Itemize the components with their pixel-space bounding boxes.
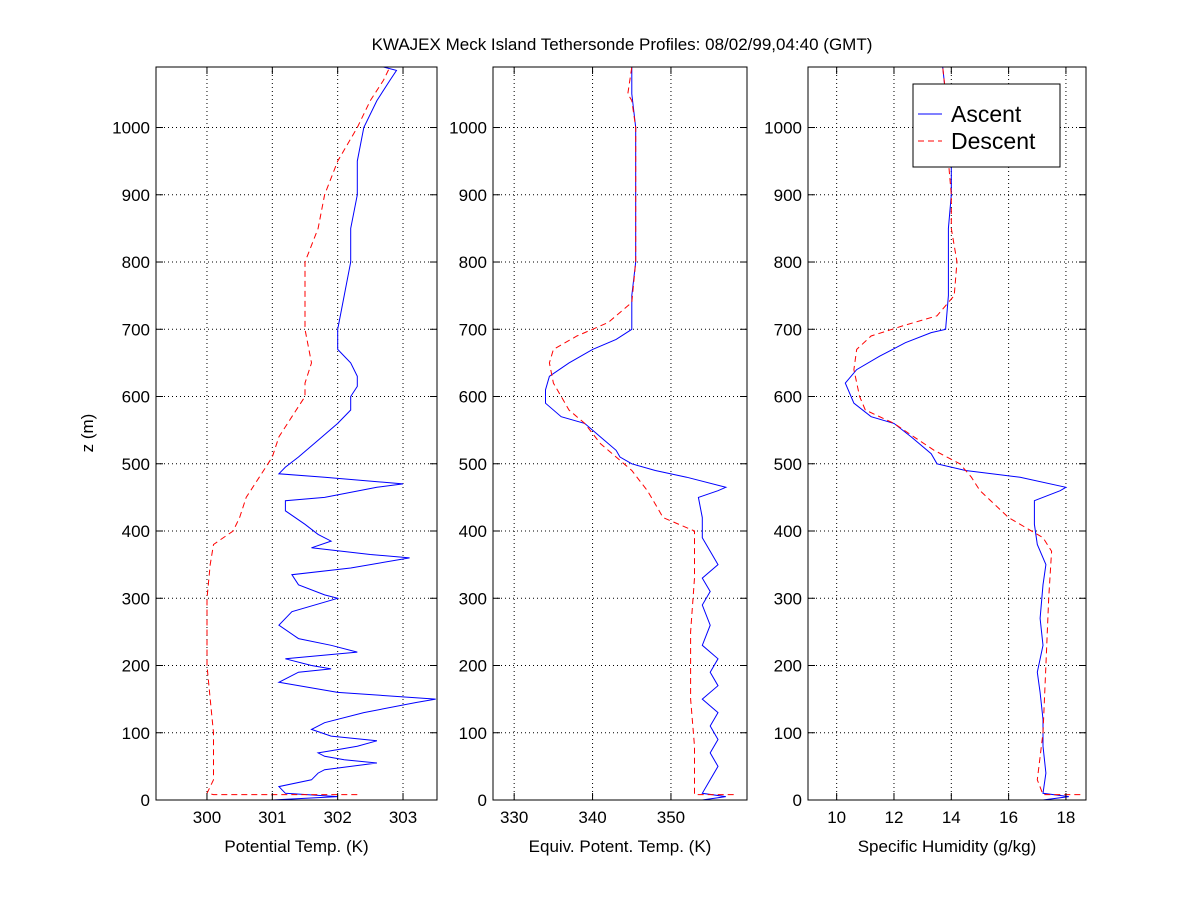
plot-area	[808, 67, 1086, 800]
panel-1: 300 301 302 303 0 100 200 300 400 500 600 700 800 900…	[112, 66, 438, 856]
y-tick-label: 1000	[449, 119, 487, 138]
panel-3: 10 12 14 16 18 0 100 200 300 400 500 600 700 800 900 10…	[764, 66, 1087, 856]
x-tick-label: 10	[827, 808, 846, 827]
y-tick-label: 600	[774, 388, 802, 407]
x-tick-label: 12	[885, 808, 904, 827]
plot-area	[156, 67, 437, 800]
x-tick-label: 350	[657, 808, 685, 827]
x-tick-label: 14	[942, 808, 961, 827]
y-tick-label: 700	[774, 320, 802, 339]
y-tick-label: 0	[141, 791, 150, 810]
x-tick-label: 18	[1056, 808, 1075, 827]
axes-frame	[492, 66, 748, 801]
series-ascent-line	[813, 66, 1069, 801]
legend-ascent-label: Ascent	[951, 101, 1022, 127]
y-tick-label: 100	[774, 724, 802, 743]
y-tick-label: 800	[774, 253, 802, 272]
y-tick-label: 400	[774, 522, 802, 541]
x-tick-label: 340	[578, 808, 606, 827]
x-tick-label: 303	[389, 808, 417, 827]
series-descent-line	[548, 66, 734, 796]
legend: Ascent Descent	[912, 83, 1061, 168]
y-tick-label: 500	[122, 455, 150, 474]
y-tick-label: 600	[459, 388, 487, 407]
y-tick-label: 300	[122, 589, 150, 608]
y-tick-label: 100	[122, 724, 150, 743]
series-descent-line	[853, 66, 1081, 796]
y-tick-label: 600	[122, 388, 150, 407]
x-axis-label: Equiv. Potent. Temp. (K)	[529, 837, 712, 856]
y-tick-label: 300	[774, 589, 802, 608]
panel-2: 330 340 350 0 100 200 300 400 500 600 700 800 900 100…	[449, 66, 748, 856]
y-tick-label: 1000	[764, 119, 802, 138]
y-tick-label: 200	[774, 657, 802, 676]
y-tick-label: 0	[793, 791, 802, 810]
x-tick-label: 300	[193, 808, 221, 827]
y-tick-label: 400	[459, 522, 487, 541]
legend-box	[912, 83, 1061, 168]
y-tick-label: 900	[459, 186, 487, 205]
x-axis-label: Specific Humidity (g/kg)	[858, 837, 1037, 856]
y-tick-label: 900	[122, 186, 150, 205]
y-tick-label: 800	[122, 253, 150, 272]
y-tick-label: 200	[459, 657, 487, 676]
y-tick-label: 200	[122, 657, 150, 676]
y-axis-label: z (m)	[78, 414, 97, 453]
y-tick-label: 1000	[112, 119, 150, 138]
series-ascent-line	[498, 67, 728, 801]
y-tick-label: 800	[459, 253, 487, 272]
chart-title: KWAJEX Meck Island Tethersonde Profiles:…	[372, 35, 873, 54]
y-tick-label: 100	[459, 724, 487, 743]
x-tick-label: 16	[999, 808, 1018, 827]
y-tick-label: 900	[774, 186, 802, 205]
y-tick-label: 300	[459, 589, 487, 608]
plot-area	[493, 67, 747, 800]
x-axis-label: Potential Temp. (K)	[224, 837, 368, 856]
x-tick-label: 301	[258, 808, 286, 827]
legend-descent-label: Descent	[951, 128, 1036, 154]
x-tick-label: 302	[323, 808, 351, 827]
y-tick-label: 700	[122, 320, 150, 339]
y-tick-label: 400	[122, 522, 150, 541]
series-ascent-line	[161, 66, 436, 801]
x-tick-label: 330	[500, 808, 528, 827]
axes-frame	[807, 66, 1087, 801]
axes-frame	[155, 66, 438, 801]
y-tick-label: 700	[459, 320, 487, 339]
y-tick-label: 500	[774, 455, 802, 474]
y-tick-label: 500	[459, 455, 487, 474]
y-tick-label: 0	[478, 791, 487, 810]
